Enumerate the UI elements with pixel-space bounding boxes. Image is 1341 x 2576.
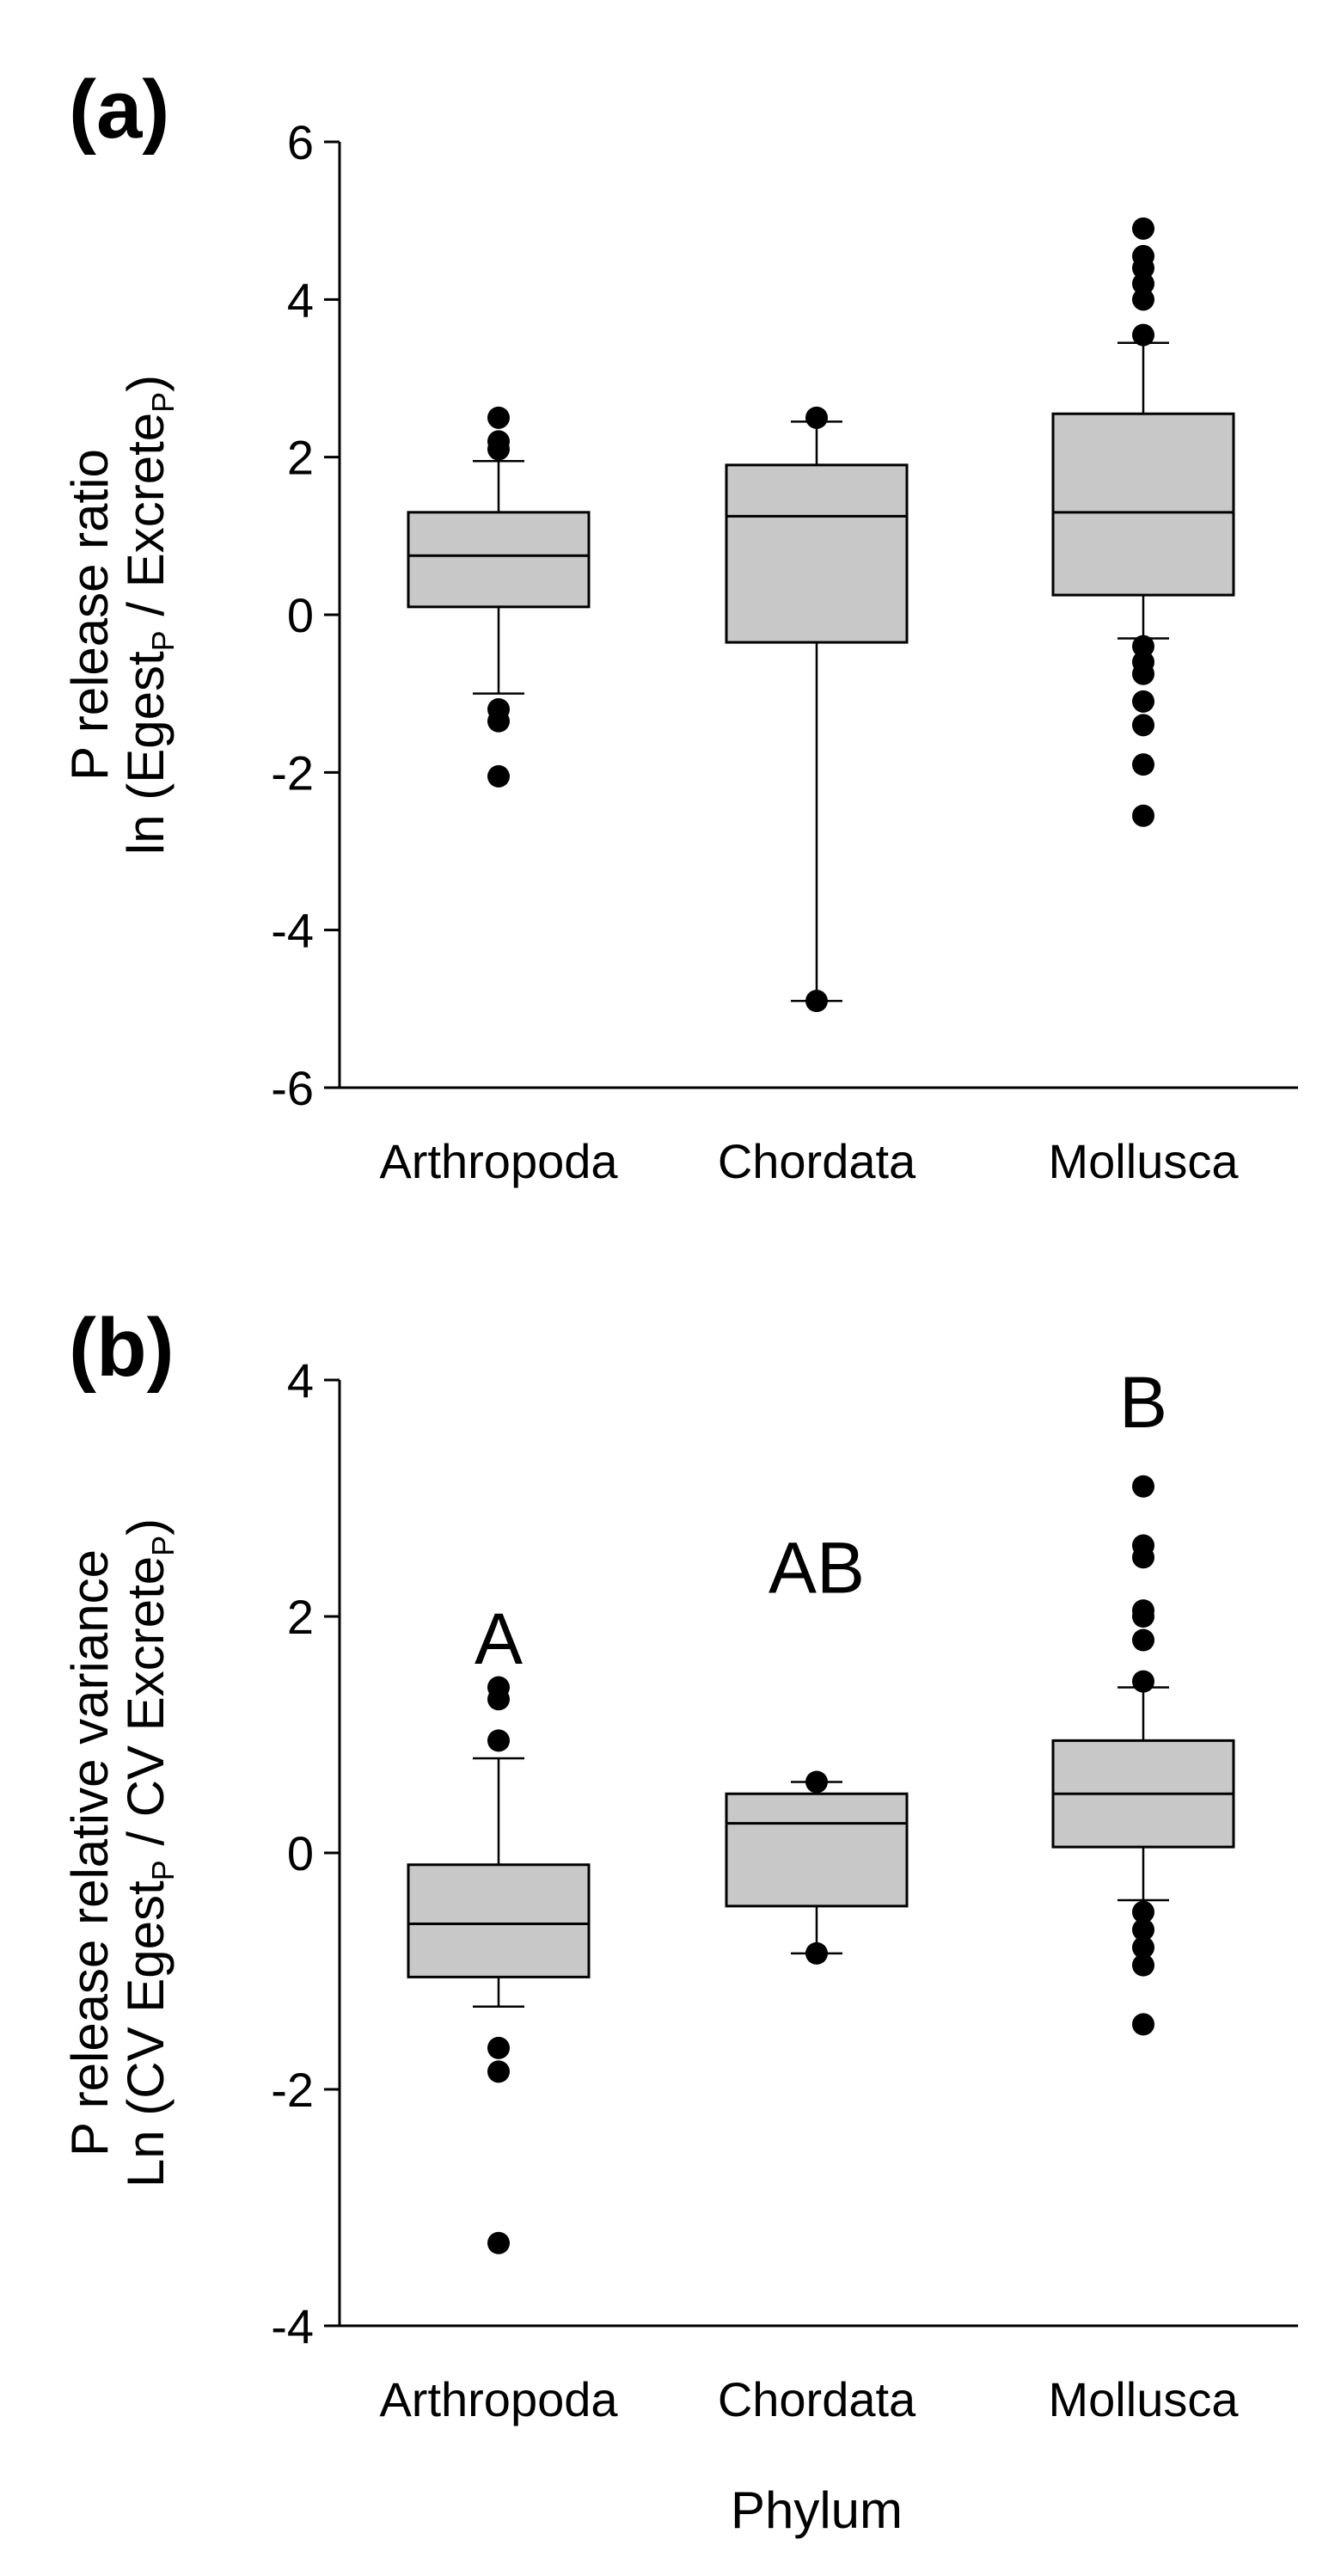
outlier-point: [1132, 804, 1154, 827]
iqr-box: [407, 1863, 591, 1978]
x-category-label: Mollusca: [1049, 1134, 1240, 1188]
panel-label: (a): [69, 64, 169, 156]
y-axis-title-line-2: Ln (CV EgestP / CV ExcreteP): [117, 1518, 181, 2187]
outlier-point: [1132, 690, 1154, 713]
outlier-point: [487, 764, 510, 788]
box-arthropoda: [407, 1676, 591, 2254]
outlier-point: [1132, 714, 1154, 737]
y-tick-label: -6: [271, 1061, 314, 1115]
outlier-point: [1132, 1953, 1154, 1977]
outlier-point: [487, 1729, 510, 1752]
panel-label: (b): [69, 1302, 175, 1394]
y-tick-label: 2: [287, 1590, 314, 1644]
outlier-point: [805, 1770, 828, 1794]
y-tick-label: -2: [271, 2063, 314, 2117]
outlier-point: [487, 2060, 510, 2083]
y-tick-label: 6: [287, 115, 314, 169]
outlier-point: [487, 2231, 510, 2254]
significance-letter: A: [475, 1598, 523, 1679]
box-chordata: [725, 406, 909, 1013]
x-category-label: Mollusca: [1049, 2372, 1240, 2426]
y-tick-label: 0: [287, 588, 314, 642]
x-category-label: Arthropoda: [379, 2372, 618, 2426]
box-arthropoda: [407, 406, 591, 788]
iqr-box: [1051, 412, 1235, 597]
outlier-point: [1132, 1475, 1154, 1498]
outlier-point: [805, 990, 828, 1013]
outlier-point: [1132, 288, 1154, 311]
y-tick-label: -4: [271, 904, 314, 958]
outlier-point: [1132, 753, 1154, 776]
outlier-point: [805, 406, 828, 429]
outlier-point: [1132, 1936, 1154, 1959]
y-tick-label: 4: [287, 273, 314, 327]
outlier-point: [1132, 2013, 1154, 2036]
x-axis-title: Phylum: [731, 2481, 903, 2539]
significance-letter: B: [1119, 1362, 1167, 1443]
y-tick-label: 0: [287, 1826, 314, 1880]
outlier-point: [1132, 256, 1154, 279]
y-tick-label: 2: [287, 431, 314, 485]
iqr-box: [725, 1792, 909, 1908]
outlier-point: [1132, 635, 1154, 658]
x-category-label: Chordata: [718, 2372, 916, 2426]
outlier-point: [487, 2036, 510, 2059]
outlier-point: [487, 1688, 510, 1711]
outlier-point: [487, 406, 510, 429]
outlier-point: [1132, 217, 1154, 240]
significance-letter: AB: [768, 1528, 865, 1609]
outlier-point: [1132, 1628, 1154, 1652]
outlier-point: [1132, 1546, 1154, 1569]
y-tick-label: -2: [271, 745, 314, 800]
box-chordata: [725, 1770, 909, 1965]
outlier-point: [487, 709, 510, 733]
outlier-point: [805, 1941, 828, 1965]
box-mollusca: [1051, 1475, 1235, 2036]
panel-1: (b) 4 2 0 -2 -4 P release relative varianceLn …: [61, 1302, 1298, 2539]
outlier-point: [1132, 1918, 1154, 1941]
y-axis-title-line-2: ln (EgestP / ExcreteP): [117, 375, 181, 855]
iqr-box: [407, 511, 591, 609]
outlier-point: [1132, 1605, 1154, 1628]
outlier-point: [487, 438, 510, 461]
outlier-point: [1132, 1900, 1154, 1923]
y-axis-title-line-1: P release ratio: [61, 449, 119, 781]
outlier-point: [1132, 1670, 1154, 1693]
x-category-label: Chordata: [718, 1134, 916, 1188]
y-axis-title-line-1: P release relative variance: [61, 1549, 119, 2156]
x-category-label: Arthropoda: [379, 1134, 618, 1188]
outlier-point: [1132, 662, 1154, 685]
iqr-box: [725, 463, 909, 644]
outlier-point: [1132, 323, 1154, 347]
y-tick-label: 4: [287, 1353, 314, 1408]
outlier-point: [1132, 273, 1154, 295]
box-mollusca: [1051, 217, 1235, 827]
y-tick-label: -4: [271, 2299, 314, 2353]
